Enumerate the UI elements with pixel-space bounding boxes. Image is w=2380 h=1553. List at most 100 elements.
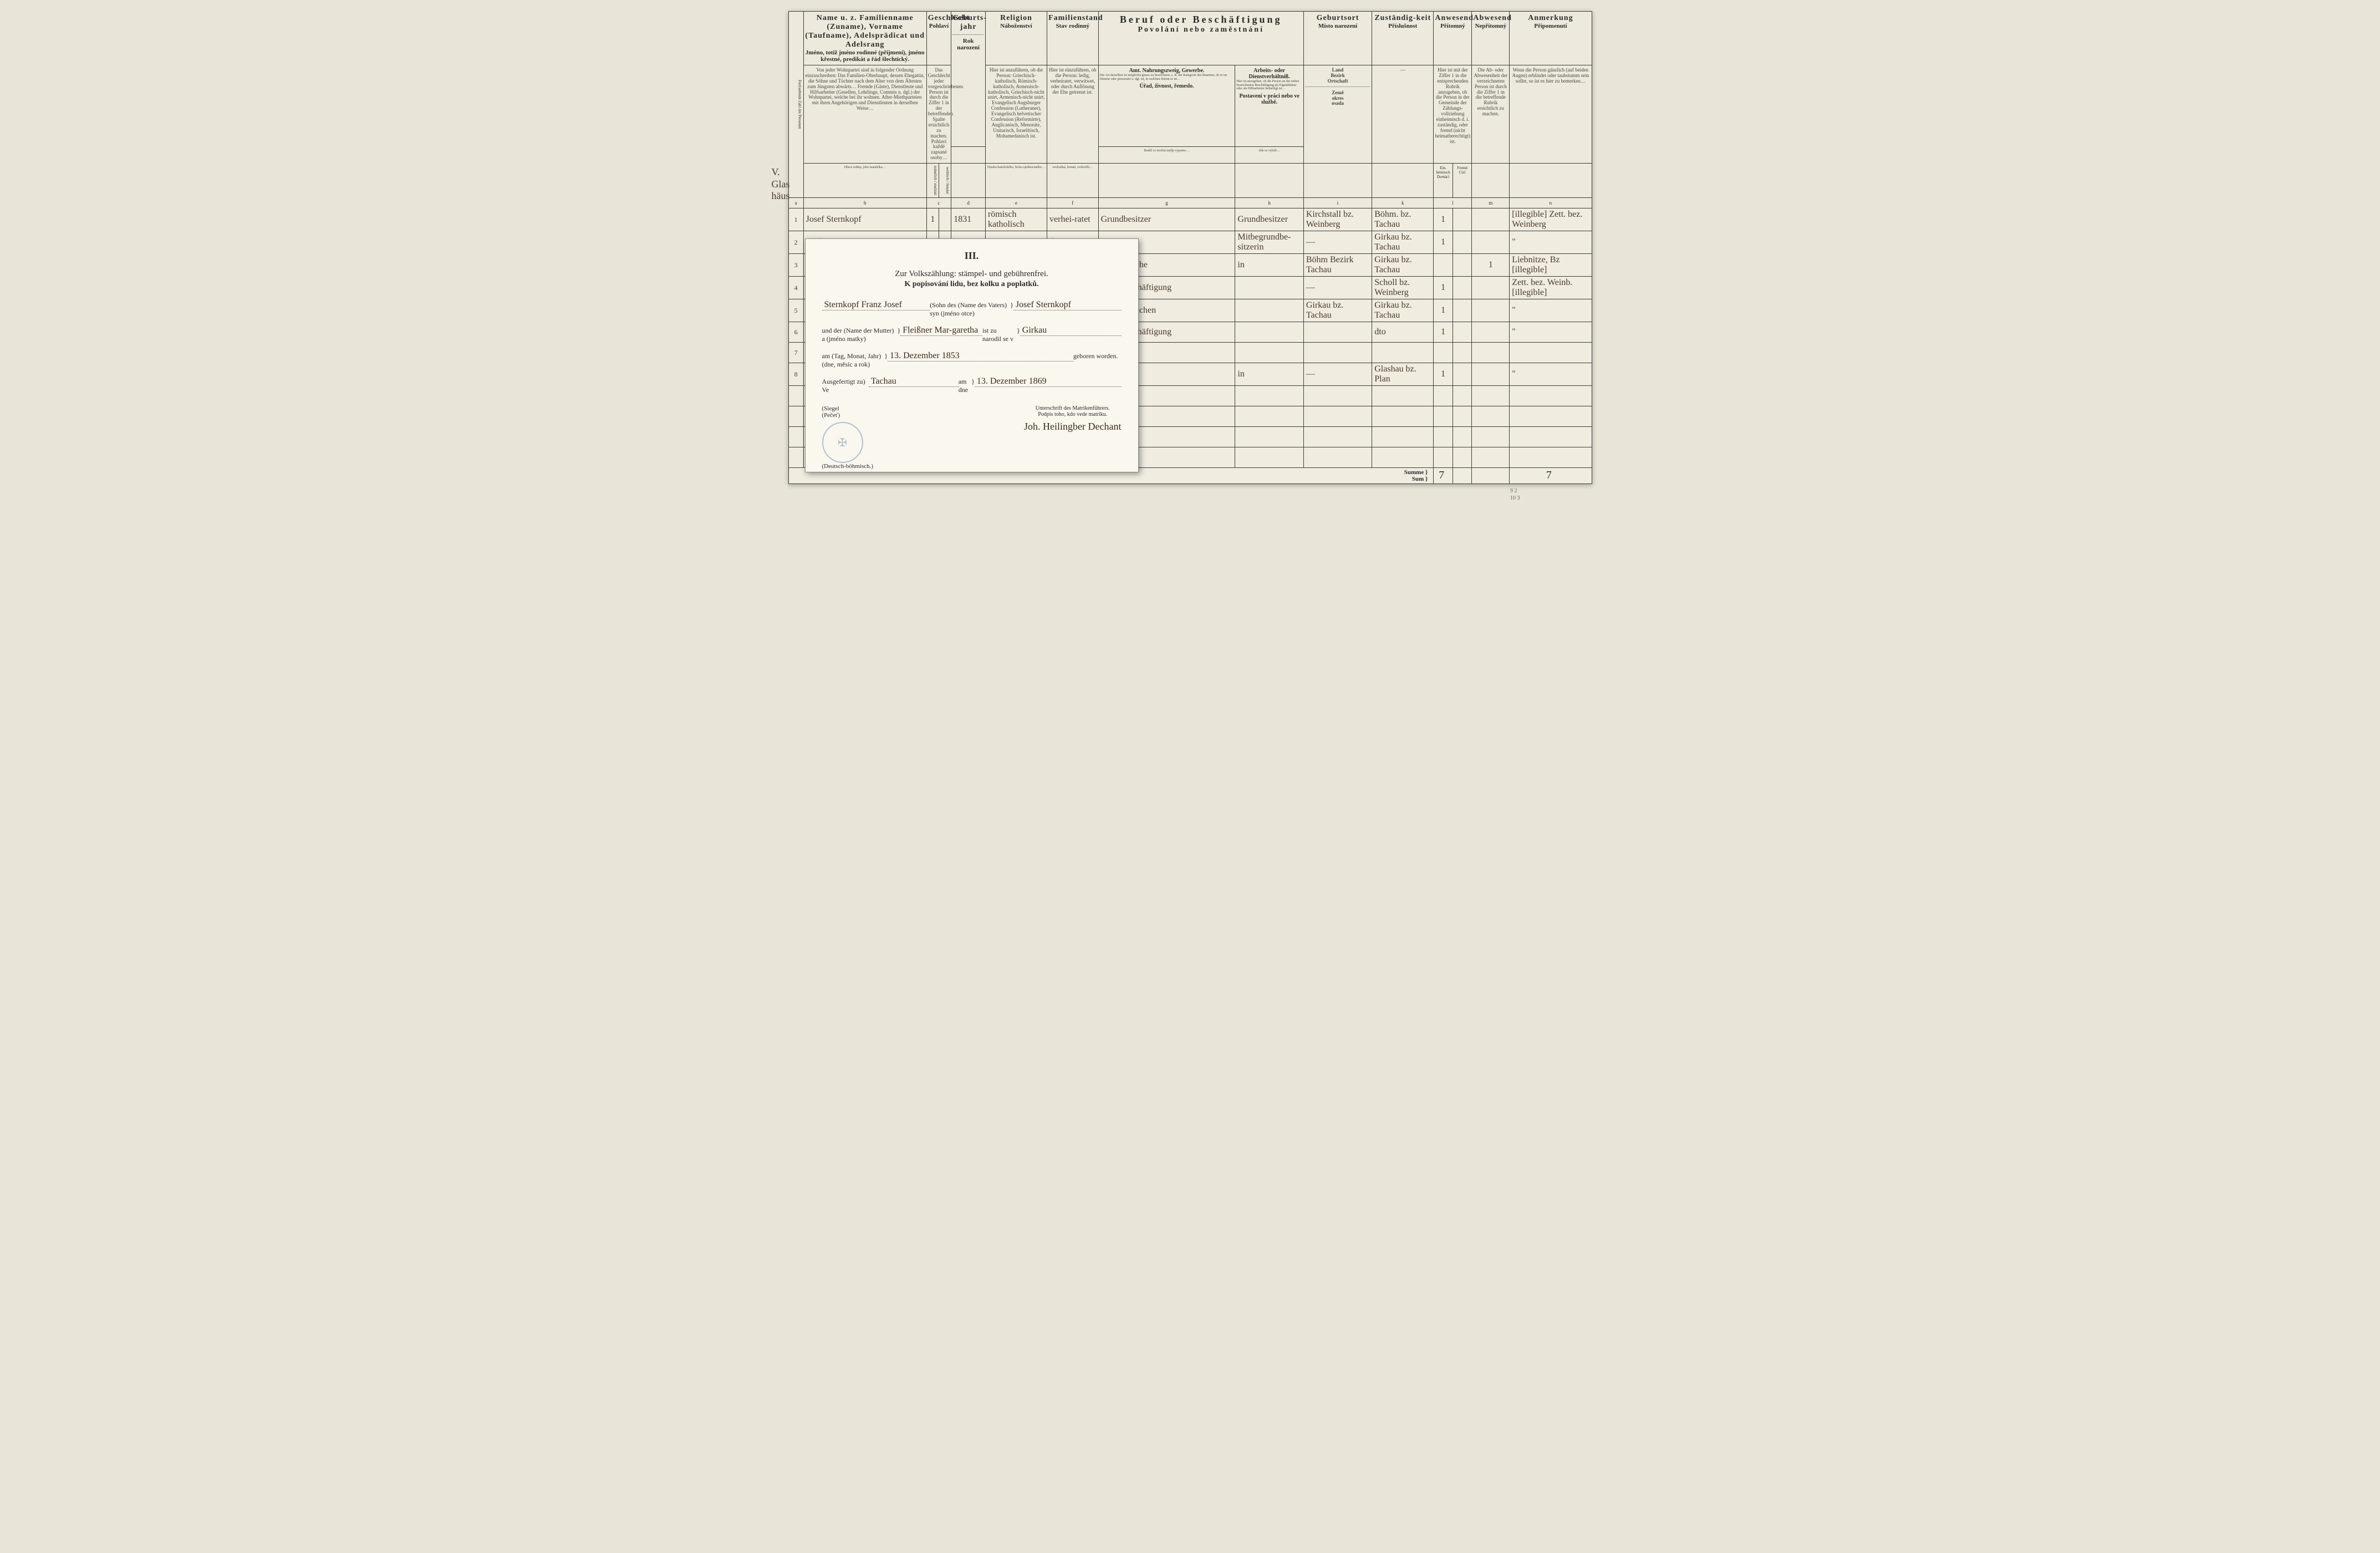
- family-cz: svobodná, ženatá, ovdovělá…: [1047, 164, 1099, 198]
- cell: [1472, 322, 1510, 343]
- cell: 3: [788, 254, 803, 277]
- margin-annotation: V. Glas häus: [772, 166, 790, 202]
- cell: ": [1510, 299, 1592, 322]
- cell: Grundbesitzer: [1235, 208, 1303, 231]
- cell: dto: [1372, 322, 1434, 343]
- cell: Kirchstall bz. Weinberg: [1303, 208, 1372, 231]
- sex-female-label: weiblich / ženské: [939, 164, 951, 198]
- cell: [1472, 277, 1510, 299]
- cell: [1434, 343, 1453, 363]
- cell: [1453, 208, 1472, 231]
- cell: [1453, 277, 1472, 299]
- present-instructions: Hier ist mit der Ziffer 1 in die entspre…: [1434, 65, 1472, 164]
- cell: 1: [1434, 277, 1453, 299]
- cell: ": [1510, 322, 1592, 343]
- signature: Joh. Heilingber Dechant: [1024, 421, 1121, 432]
- cell: Grundbesitzer: [1098, 208, 1235, 231]
- cell: [1235, 277, 1303, 299]
- cell: römisch katholisch: [985, 208, 1047, 231]
- col-birthyear-header: Geburts-jahr Rok narození: [951, 12, 986, 147]
- overlay-roman: III.: [822, 250, 1122, 262]
- cell: Girkau bz. Tachau: [1372, 254, 1434, 277]
- cell: [1510, 343, 1592, 363]
- rem-spacer: [1510, 164, 1592, 198]
- column-letters-row: a b c d e f g h i k l m n: [788, 198, 1592, 208]
- cell: [1453, 363, 1472, 386]
- overlay-mother: Fleißner Mar-garetha: [900, 325, 982, 336]
- cell: [illegible] Zett. bez. Weinberg: [1510, 208, 1592, 231]
- cell: 8: [788, 363, 803, 386]
- overlay-father: Josef Sternkopf: [1013, 300, 1122, 310]
- cell: [1434, 254, 1453, 277]
- col-religion-header: Religion Náboženství: [985, 12, 1047, 65]
- son-of-label: (Sohn des (Name des Vaters) syn (jméno o…: [930, 301, 1007, 318]
- overlay-issued-place: Tachau: [869, 376, 959, 387]
- col-residence-header: Zuständig-keit Příslušnost: [1372, 12, 1434, 65]
- cell: [1372, 343, 1434, 363]
- bp-spacer: [1303, 164, 1372, 198]
- cell: [1235, 343, 1303, 363]
- cell: [1453, 299, 1472, 322]
- cell: Zett. bez. Weinb. [illegible]: [1510, 277, 1592, 299]
- overlay-birth-date: 13. Dezember 1853: [888, 351, 1073, 361]
- family-instructions: Hier ist einzuführen, ob die Person: led…: [1047, 65, 1099, 164]
- year-spacer: [951, 147, 986, 164]
- overlay-issued-date: 13. Dezember 1869: [975, 376, 1122, 387]
- cell: ": [1510, 363, 1592, 386]
- lang-label: (Deutsch-böhmisch.): [822, 463, 874, 470]
- occ-spacer: [1098, 164, 1235, 198]
- born-in-label: ist zu narodil se v: [982, 327, 1013, 343]
- seal-icon: ✠: [822, 422, 863, 463]
- employment-subheader: Arbeits- oder Dienstverhältniß. Hier ist…: [1235, 65, 1303, 147]
- cell: 4: [788, 277, 803, 299]
- cell: 1: [1434, 299, 1453, 322]
- cell: 1: [1434, 322, 1453, 343]
- cell: 7: [788, 343, 803, 363]
- overlay-title-cz: K popisování lidu, bez kolku a poplatků.: [822, 280, 1122, 289]
- birthplace-sub: Land Bezirk Ortschaft Země okres osada: [1303, 65, 1372, 164]
- cell: Böhm Bezirk Tachau: [1303, 254, 1372, 277]
- cell: [1472, 299, 1510, 322]
- cell: ": [1510, 231, 1592, 254]
- cell: 1: [1434, 231, 1453, 254]
- absent-instructions: Die Ab- oder Abwesenheit der verzeichnet…: [1472, 65, 1510, 164]
- cell: Scholl bz. Weinberg: [1372, 277, 1434, 299]
- issued-on-label: am dne: [959, 378, 968, 394]
- religion-instructions: Hier ist anzuführen, ob die Person: Grie…: [985, 65, 1047, 164]
- col-remark-header: Anmerkung Připomenutí: [1510, 12, 1592, 65]
- cell: Girkau bz. Tachau: [1372, 231, 1434, 254]
- cell: [1453, 231, 1472, 254]
- emp-spacer: [1235, 164, 1303, 198]
- sex-instructions: Das Geschlecht jeder vorgeschriebenen Pe…: [926, 65, 951, 164]
- margin-notes: 9 2 10 3: [1510, 487, 1520, 502]
- col-number-header: Fortlaufende Zahl der Personen: [788, 12, 803, 198]
- sig-label-cz: Podpis toho, kdo vede matriku.: [1024, 411, 1121, 417]
- mother-label: und der (Name der Mutter) a (jméno matky…: [822, 327, 894, 343]
- cell: [1472, 231, 1510, 254]
- cell: in: [1235, 363, 1303, 386]
- cell: verhei-ratet: [1047, 208, 1099, 231]
- cell: [939, 208, 951, 231]
- cell: Josef Sternkopf: [803, 208, 926, 231]
- cell: Böhm. bz. Tachau: [1372, 208, 1434, 231]
- cell: 1: [788, 208, 803, 231]
- birth-certificate-overlay: III. Zur Volkszählung: stämpel- und gebü…: [805, 238, 1139, 472]
- cell: 1: [1472, 254, 1510, 277]
- issued-label: Ausgefertigt zu) Ve: [822, 378, 865, 394]
- overlay-born-in: Girkau: [1020, 325, 1122, 336]
- occupation-subheader: Amt. Nahrungszweig, Gewerbe. Die Art der…: [1098, 65, 1235, 147]
- remark-instructions: Wenn die Person gänzlich (auf beiden Aug…: [1510, 65, 1592, 164]
- cell: —: [1303, 231, 1372, 254]
- cell: [1472, 208, 1510, 231]
- col-sex-header: Geschlecht Pohlaví: [926, 12, 951, 65]
- abs-spacer: [1472, 164, 1510, 198]
- cell: [1235, 322, 1303, 343]
- cell: Glashau bz. Plan: [1372, 363, 1434, 386]
- cell: —: [1303, 277, 1372, 299]
- year-spacer2: [951, 164, 986, 198]
- cell: [1453, 322, 1472, 343]
- cell: 5: [788, 299, 803, 322]
- cell: 1: [926, 208, 939, 231]
- occ-cz-instructions: Budiž co možná nejlíp vypsáno…: [1098, 147, 1235, 164]
- name-instructions: Von jeder Wohnpartei sind in folgender O…: [803, 65, 926, 164]
